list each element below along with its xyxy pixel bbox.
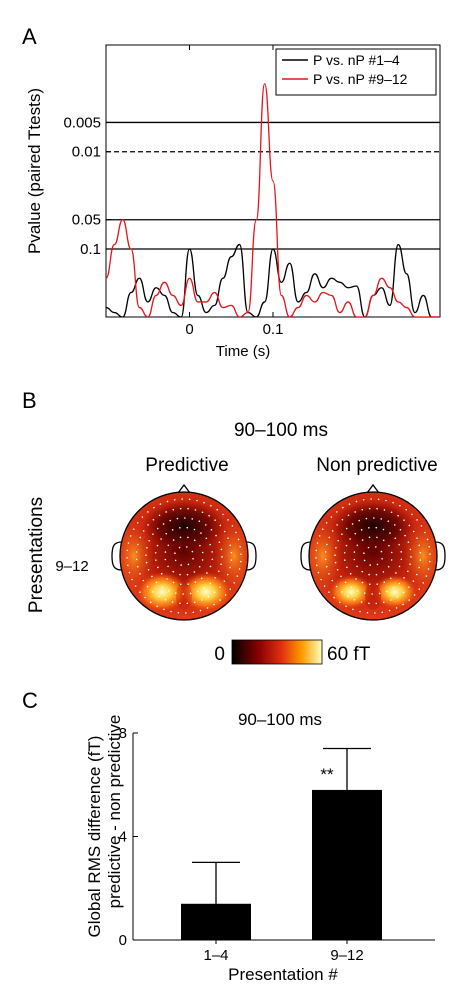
presentations-row-value: 9–12 bbox=[55, 558, 88, 575]
left-temporal-high bbox=[120, 520, 154, 592]
panel-a-letter: A bbox=[22, 24, 37, 49]
pvalue-line-chart: 0.005 0.01 0.05 0.1 0 0.1 Time (s) Pvalue (pair… bbox=[25, 44, 441, 360]
midline-dip bbox=[365, 582, 381, 610]
head-outline bbox=[119, 491, 249, 621]
series-layer bbox=[106, 83, 440, 317]
nonpredictive-topography-map bbox=[300, 483, 446, 621]
right-temporal-high bbox=[403, 520, 437, 592]
colorbar bbox=[231, 639, 323, 665]
series-line-1 bbox=[106, 243, 440, 317]
x-tick-label: 1–4 bbox=[203, 947, 228, 964]
topography-field bbox=[309, 492, 437, 620]
right-temporal-high bbox=[214, 520, 248, 592]
bar-1 bbox=[181, 903, 251, 940]
y-tick-label: 0.005 bbox=[63, 114, 101, 131]
predictive-column-label: Predictive bbox=[145, 455, 228, 476]
x-tick-label: 0.1 bbox=[263, 321, 284, 338]
y-tick-label: 0 bbox=[119, 932, 127, 949]
significance-marker: ** bbox=[320, 765, 334, 784]
predictive-topography-map bbox=[111, 483, 257, 621]
left-temporal-high bbox=[309, 520, 343, 592]
presentations-row-label: Presentations bbox=[26, 497, 47, 613]
colorbar-min-label: 0 bbox=[214, 644, 225, 665]
nose bbox=[366, 483, 380, 494]
nonpredictive-column-label: Non predictive bbox=[316, 455, 437, 476]
rms-difference-bar-chart: 0 4 8 1–4 9–12 ** 90–100 ms Presentation # Globa… bbox=[85, 710, 435, 984]
left-occipital-high bbox=[136, 572, 188, 612]
y-tick-label: 0.1 bbox=[80, 241, 101, 258]
sensor-dots bbox=[126, 498, 242, 614]
legend-entry-1: P vs. nP #1–4 bbox=[313, 52, 400, 68]
topography-window-title: 90–100 ms bbox=[234, 420, 328, 441]
head-outline bbox=[308, 491, 438, 621]
x-tick-label: 9–12 bbox=[330, 947, 363, 964]
x-axis-label: Time (s) bbox=[216, 343, 270, 360]
panel-c-letter: C bbox=[22, 688, 38, 713]
right-occipital-high bbox=[372, 575, 418, 609]
nose bbox=[177, 483, 191, 494]
frontal-low bbox=[142, 500, 226, 552]
x-tick-label: 0 bbox=[185, 321, 193, 338]
series-line-2 bbox=[106, 83, 440, 317]
topography-field bbox=[120, 492, 248, 620]
legend-box bbox=[275, 48, 437, 96]
y-axis-label-line1: Global RMS difference (fT) bbox=[85, 736, 104, 938]
y-axis-label: Pvalue (paired Ttests) bbox=[25, 88, 44, 254]
y-tick-label: 0.05 bbox=[72, 212, 101, 229]
y-tick-label: 4 bbox=[119, 829, 127, 846]
midline-dip bbox=[176, 582, 192, 610]
y-axis-label-line2: predictive - non predictive bbox=[105, 715, 124, 909]
frontal-low bbox=[331, 500, 415, 552]
left-ear bbox=[300, 541, 312, 571]
right-occipital-high bbox=[180, 572, 232, 612]
right-ear bbox=[434, 541, 446, 571]
left-ear bbox=[111, 541, 123, 571]
left-occipital-high bbox=[328, 575, 374, 609]
y-tick-label: 0.01 bbox=[72, 144, 101, 161]
colorbar-max-label: 60 fT bbox=[327, 644, 371, 665]
bar-chart-title: 90–100 ms bbox=[238, 710, 322, 729]
right-ear bbox=[245, 541, 257, 571]
x-axis-label: Presentation # bbox=[228, 965, 338, 984]
y-tick-label: 8 bbox=[119, 725, 127, 742]
bar-2 bbox=[312, 789, 382, 940]
sensor-dots bbox=[315, 498, 431, 614]
legend-entry-2: P vs. nP #9–12 bbox=[313, 71, 408, 87]
panel-b-letter: B bbox=[22, 388, 37, 413]
